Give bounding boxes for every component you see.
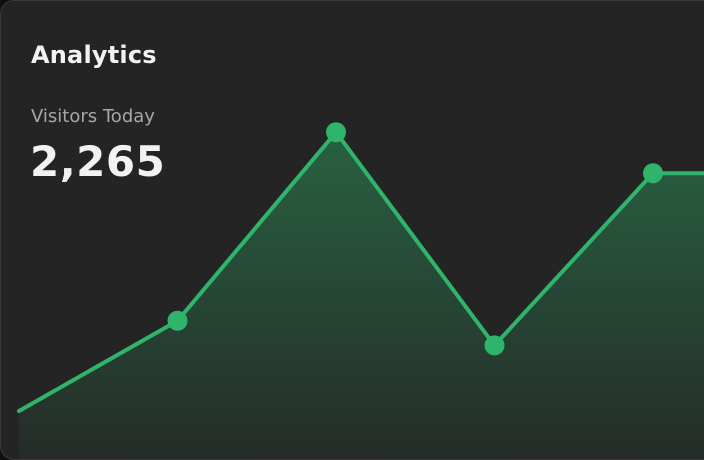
chart-point[interactable] — [484, 335, 505, 356]
chart-point[interactable] — [643, 163, 663, 184]
card-title: Analytics — [31, 41, 157, 69]
chart-point[interactable] — [326, 122, 346, 143]
visitors-today-label: Visitors Today — [31, 106, 155, 127]
visitors-today-value: 2,265 — [30, 137, 166, 186]
chart-area — [19, 132, 704, 459]
chart-line — [17, 130, 704, 413]
chart-points — [167, 122, 663, 356]
chart-point[interactable] — [167, 310, 188, 331]
